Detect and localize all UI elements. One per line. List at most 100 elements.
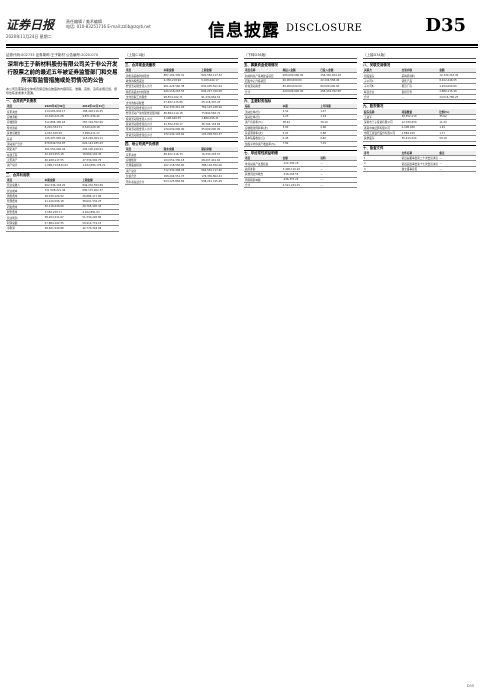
table-cell: 18,660,104.30: [81, 152, 119, 158]
table-title: 十、备查文件: [363, 144, 476, 151]
table-row: 收到的税费返还 6,330,218.90 5,108,442.17: [125, 78, 238, 85]
table-header-row: 指标 本期 上年同期: [244, 103, 357, 110]
table-cell: 联营企业: [363, 89, 401, 95]
table-row: 合计 2,521,244.25—: [244, 182, 357, 189]
table-cell: 24,516,780.25: [438, 94, 476, 101]
table-cell: 901,224,560.38: [162, 83, 201, 90]
table-row: 流动资产合计 678,849,532.87 624,142,935.43: [6, 141, 119, 148]
table-cell: 1,098,714,843.64: [43, 162, 82, 169]
table-cell: 214,563,832.17: [43, 108, 82, 115]
table-header-cell: 股东名称: [363, 109, 401, 115]
table-header-row: 股东名称 持股数量 比例(%): [363, 109, 476, 115]
table-cell: 1.47: [319, 108, 357, 115]
table-header-cell: 2020年9月30日: [43, 104, 82, 110]
table-cell: 118,226,304.11: [81, 135, 119, 142]
table-cell: 32,118,440.09: [43, 204, 82, 211]
table-cell: 其他应收款: [6, 130, 44, 137]
page-number: D35: [425, 15, 466, 36]
table-row: 基本每股收益(元) 0.45 0.40: [244, 135, 357, 142]
table-row: 存货周转率(次) 5.97 5.88: [244, 130, 357, 137]
table-row: 政府补助 3,408,116.20—: [244, 166, 357, 173]
table-cell: 22,104,553.18: [43, 152, 82, 158]
column-header: （上接C1版）: [125, 52, 238, 59]
table-row: 香港中央结算有限公司 2,108,446 1.91: [363, 125, 476, 131]
table-row: 投资活动现金流出小计 41,552,330.17 36,704,118.65: [125, 121, 238, 128]
table-cell: 投资活动现金流入小计: [125, 116, 163, 122]
table-cell: 独立董事意见: [400, 166, 439, 173]
table-header-cell: 备注: [438, 150, 476, 157]
table-cell: 合计: [244, 182, 282, 189]
table-cell: 基本每股收益(元): [244, 135, 282, 142]
table-cell: —: [319, 160, 357, 167]
table-row: 应收账款 104,552,330.18 98,207,441.62: [125, 157, 238, 164]
table-cell: 存货周转率(次): [244, 130, 282, 137]
table-cell: 筹资活动现金流入小计: [125, 126, 163, 133]
column-header: （下转D36版）: [244, 52, 357, 59]
table-row: 货币资金 88,402,116.33 76,330,218.57: [125, 151, 238, 158]
table-cell: 35.02: [438, 114, 476, 121]
table-row: 筹资活动现金流出小计 132,440,118.62 101,228,554.37: [125, 132, 238, 139]
table-cell: 支付的各项税费: [125, 99, 163, 106]
table-cell: —: [319, 166, 357, 173]
table-row: 经营活动现金流出小计 812,330,441.20 760,115,228.92: [125, 105, 238, 112]
financial-table: 项目 2020年9月30日 2019年12月31日 货币资金 214,563,832.1…: [6, 104, 119, 169]
table-cell: 新材料生产基地建设项目: [244, 72, 282, 79]
table-row: 其他股东 55,215,224 50.16: [363, 135, 476, 142]
table-cell: 887,102,330.41: [162, 72, 201, 79]
table-row: 无形资产 46,208,117.55 47,330,902.76: [6, 157, 119, 164]
table-cell: -122,330.18: [281, 160, 320, 167]
table-cell: 132,440,118.62: [162, 132, 201, 139]
newspaper-logo: 证券日报: [6, 18, 55, 32]
editor-line: 责任编辑 / 美术编辑: [66, 19, 102, 24]
table-cell: 91,330,664.52: [200, 94, 238, 101]
table-cell: 1,032,884,176.21: [81, 162, 119, 169]
table-header-cell: 指标: [244, 103, 282, 110]
table-cell: —: [438, 160, 476, 167]
table-cell: 香港中央结算有限公司: [363, 125, 401, 131]
table-row: 长期股权投资 402,118,550.00 388,118,550.00: [125, 162, 238, 169]
table-cell: 营业成本: [6, 187, 44, 194]
table-cell: 80,000,000.00: [281, 83, 320, 90]
table-cell: 98,207,441.62: [200, 157, 238, 164]
table-cell: 所得税影响额: [244, 177, 282, 184]
table-cell: 所有者权益合计: [125, 178, 163, 185]
table-row: 支付给职工的现金 98,554,102.71 91,330,664.52: [125, 94, 238, 101]
table-cell: 8,102,446.55: [438, 78, 476, 85]
column-1: 证券代码:002735 证券简称:王子新材 公告编号:2020-070 深圳市王子…: [6, 52, 119, 680]
table-cell: 22,104,558.40: [319, 78, 357, 85]
table-header-cell: 关联方: [363, 68, 401, 74]
table-cell: 应收账款: [125, 157, 163, 164]
table-cell: 690,115,402.37: [81, 187, 119, 194]
table-cell: 902,346,118.20: [43, 182, 82, 189]
table-cell: 研发费用: [6, 204, 44, 211]
table-row: 支付的各项税费 27,402,115.86 25,118,307.43: [125, 99, 238, 106]
table-row: 加权平均净资产收益率(%) 7.82 7.15: [244, 141, 357, 148]
table-cell: 子公司A: [363, 78, 401, 85]
table-cell: 6,540,220.18: [81, 125, 119, 131]
table-cell: 中国工商银行股份有限公司: [363, 130, 401, 137]
column-header: （上接D34版）: [363, 52, 476, 59]
table-cell: 6,330,218.90: [162, 78, 201, 85]
table-row: 购买商品支付的现金 640,118,203.55 604,227,310.08: [125, 89, 238, 95]
table-cell: 负债合计: [125, 173, 163, 180]
table-cell: 834,005,811.64: [200, 83, 238, 90]
table-cell: 7.15: [319, 141, 357, 148]
table-cell: 188,204,551.37: [162, 173, 201, 180]
table-cell: 净利润: [6, 225, 44, 232]
table-cell: 42,770,318.06: [81, 225, 119, 232]
table-row: 预付款项 8,201,334.71 6,540,220.18: [6, 125, 119, 131]
table-header-row: 关联方 交易内容 金额: [363, 68, 476, 74]
table-cell: 补充流动资金: [244, 83, 282, 90]
table-header-cell: 拟投入金额: [281, 68, 320, 74]
table-cell: 60,000,000.00: [281, 78, 320, 85]
financial-table: 序号 文件名称 备注 1 第四届董事会第二十次会议决议 —2 第四届监事会第十七次会议决议 —…: [363, 150, 476, 173]
table-cell: 29,765,320.44: [81, 204, 119, 211]
table-title: 七、非经常性损益明细: [244, 150, 357, 156]
table-header-cell: 2019年12月31日: [81, 104, 119, 110]
table-cell: 第四届监事会第十七次会议决议: [400, 160, 439, 167]
table-header-cell: 文件名称: [400, 150, 439, 157]
table-row: 固定资产 301,552,640.04 295,100,228.61: [6, 146, 119, 153]
table-cell: 198,402,116.55: [81, 108, 119, 115]
table-cell: 1,204,000.00: [438, 83, 476, 90]
table-cell: 678,849,532.87: [43, 141, 82, 148]
